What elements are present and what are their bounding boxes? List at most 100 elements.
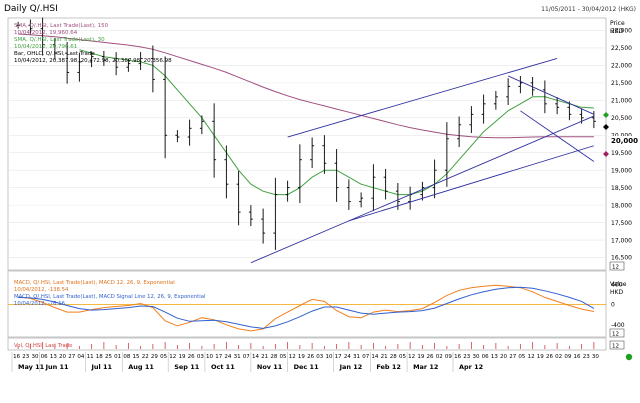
legend-sma30-value: 10/04/2012, 20,796.61 — [14, 44, 77, 50]
trendline — [348, 145, 595, 222]
legend-sma150-name: SMA, Q/.HSI, Last Trade(Last), 150 — [14, 23, 109, 29]
x-month-label: Dec 11 — [294, 363, 319, 371]
x-day-label: 13 — [50, 354, 57, 360]
x-day-label: 19 — [178, 354, 185, 360]
x-day-label: 23 — [22, 354, 29, 360]
x-day-label: 24 — [344, 354, 351, 360]
trendline — [520, 110, 595, 162]
trendline — [507, 75, 595, 115]
macd-tick-label: -400 — [611, 322, 625, 329]
trendline-handle-icon — [603, 151, 609, 157]
x-day-label: 10 — [206, 354, 213, 360]
price-tick-label: 20,500 — [611, 115, 632, 122]
price-tick-label: 17,000 — [611, 237, 632, 244]
x-day-label: 09 — [564, 354, 571, 360]
trendlines[interactable] — [250, 57, 609, 264]
x-day-label: 03 — [197, 354, 204, 360]
x-day-label: 19 — [537, 354, 544, 360]
legend-sma150-value: 10/04/2012, 19,960.64 — [14, 30, 78, 36]
x-day-label: 21 — [261, 354, 268, 360]
x-day-label: 16 — [13, 354, 20, 360]
status-indicator[interactable] — [625, 353, 633, 361]
x-axis-days: 16 23 30 06 13 20 27 04 11 18 25 01 08 15 22 29 05 12 19 26… — [13, 354, 599, 360]
x-day-label: 05 — [518, 354, 525, 360]
x-day-label: 20 — [500, 354, 507, 360]
x-day-label: 29 — [151, 354, 158, 360]
x-day-label: 12 — [408, 354, 415, 360]
x-day-label: 20 — [59, 354, 66, 360]
current-price-label: 20,000 — [611, 137, 638, 145]
x-day-label: 28 — [390, 354, 397, 360]
x-day-label: 17 — [335, 354, 342, 360]
x-day-label: 12 — [289, 354, 296, 360]
x-day-label: 24 — [224, 354, 231, 360]
volume-panel — [7, 337, 607, 351]
x-day-label: 12 — [528, 354, 535, 360]
x-day-label: 19 — [417, 354, 424, 360]
volume-scale-box[interactable] — [609, 340, 625, 350]
signal-path — [18, 286, 595, 329]
macd-scale-box[interactable] — [609, 328, 625, 338]
x-day-label: 05 — [399, 354, 406, 360]
x-month-label: May 11 — [18, 363, 45, 371]
signal-legend-value: 10/04/2012, -76.16 — [14, 301, 66, 307]
volume-legend: Vol, Q/.HSI, Last Trade — [14, 343, 72, 349]
x-day-label: 04 — [77, 354, 84, 360]
date-range: 11/05/2011 - 30/04/2012 (HKG) — [541, 6, 636, 13]
price-tick-label: 19,500 — [611, 150, 632, 157]
macd-tick-label: 400 — [611, 281, 623, 288]
x-day-label: 26 — [427, 354, 434, 360]
x-day-label: 16 — [574, 354, 581, 360]
volume-scale-label: 12 — [612, 344, 619, 350]
x-day-label: 26 — [188, 354, 195, 360]
macd-path — [18, 284, 594, 332]
x-day-label: 31 — [234, 354, 241, 360]
sma-150-path — [18, 33, 594, 139]
macd-axis-ticks: 400 0 -400 — [611, 281, 625, 329]
x-day-label: 18 — [96, 354, 103, 360]
x-month-label: Jun 11 — [45, 363, 69, 371]
x-day-label: 16 — [454, 354, 461, 360]
macd-legend-name: MACD, Q/.HSI, Last Trade(Last), MACD 12,… — [14, 280, 175, 286]
x-day-label: 12 — [169, 354, 176, 360]
price-tick-label: 16,500 — [611, 255, 632, 262]
macd-axis-label: Value — [610, 281, 627, 288]
ohlc-bars — [16, 17, 596, 250]
x-day-label: 28 — [270, 354, 277, 360]
x-day-label: 26 — [546, 354, 553, 360]
x-day-label: 10 — [325, 354, 332, 360]
x-month-label: Apr 12 — [459, 363, 483, 371]
macd-panel — [7, 270, 607, 338]
price-tick-label: 18,500 — [611, 185, 632, 192]
legend-bar-name: Bar, OHLC, Q/.HSI, Last Trade — [14, 51, 95, 57]
x-day-label: 06 — [41, 354, 48, 360]
x-day-label: 09 — [445, 354, 452, 360]
legend-bar-value: 10/04/2012, 20,387.98, 20,472.98, 20,387… — [14, 58, 172, 64]
trendline — [287, 57, 558, 138]
x-day-label: 30 — [592, 354, 599, 360]
trendline — [250, 115, 595, 264]
chart-title: Daily Q/.HSI — [4, 4, 58, 14]
trendline-handle-icon — [603, 124, 609, 130]
x-day-label: 03 — [316, 354, 323, 360]
x-month-label: Oct 11 — [211, 363, 235, 371]
x-day-label: 07 — [362, 354, 369, 360]
price-tick-label: 22,000 — [611, 63, 632, 70]
macd-axis-unit: HKD — [610, 289, 623, 296]
price-scale-box[interactable] — [609, 261, 625, 271]
price-tick-label: 18,000 — [611, 202, 632, 209]
x-day-label: 14 — [252, 354, 259, 360]
macd-tick-label: 0 — [611, 302, 615, 309]
x-month-label: Jan 12 — [339, 363, 363, 371]
macd-lines — [8, 284, 606, 332]
x-day-label: 08 — [123, 354, 130, 360]
x-day-label: 02 — [555, 354, 562, 360]
x-day-label: 11 — [87, 354, 94, 360]
x-day-label: 13 — [491, 354, 498, 360]
x-month-label: Nov 11 — [257, 363, 283, 371]
x-day-label: 02 — [436, 354, 443, 360]
x-axis-months: May 11 Jun 11 Jul 11 Aug 11 Sep 11 Oct 11 Nov … — [11, 352, 483, 372]
x-day-label: 23 — [463, 354, 470, 360]
price-tick-label: 22,500 — [611, 45, 632, 52]
